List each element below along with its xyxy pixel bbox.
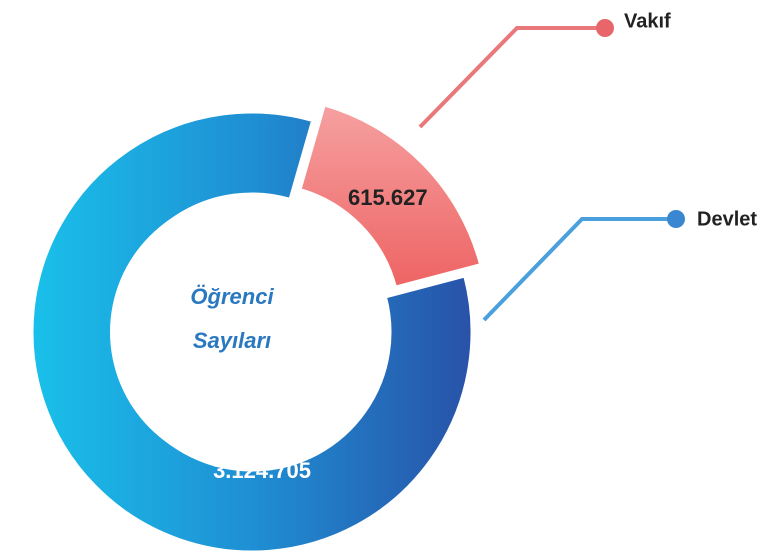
legend-label: Devlet	[697, 208, 757, 230]
value-label: 3.124.705	[213, 458, 311, 483]
center-label: Öğrenci	[190, 284, 274, 309]
slice	[30, 110, 474, 554]
leader-line	[482, 217, 675, 322]
value-label: 615.627	[348, 185, 428, 210]
leader-line	[418, 26, 603, 129]
legend-label: Vakıf	[624, 10, 671, 32]
slice	[298, 103, 483, 289]
leaders	[418, 19, 685, 322]
center-label: Sayıları	[193, 328, 271, 353]
legend-dot	[596, 19, 614, 37]
center-hole	[110, 196, 382, 468]
legend-dot	[667, 210, 685, 228]
